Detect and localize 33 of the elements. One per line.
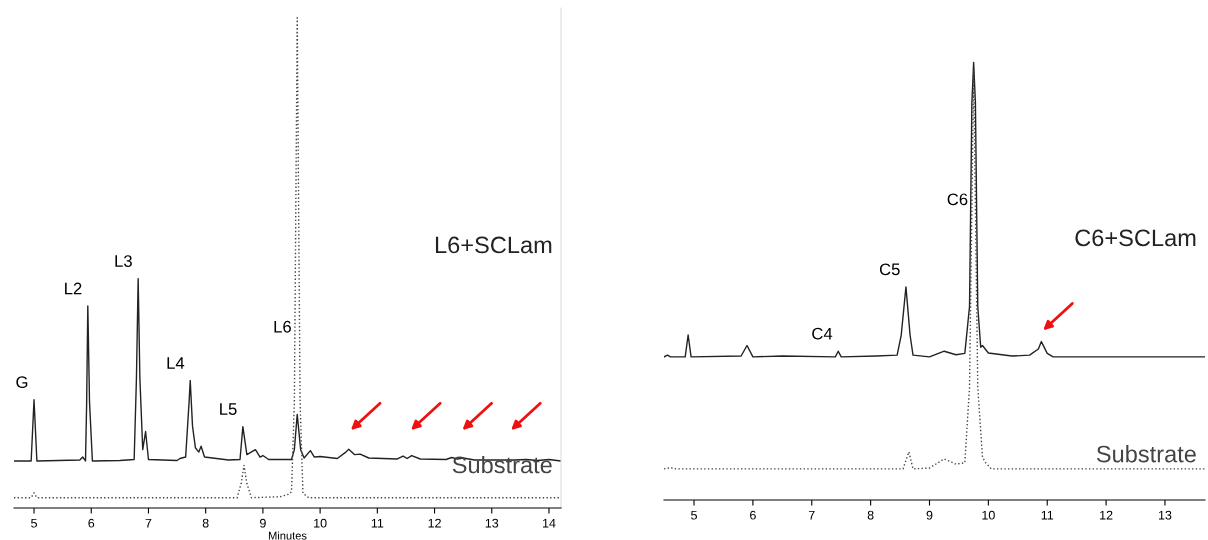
x-tick-label: 9 (260, 518, 266, 528)
x-tick-label: 6 (88, 518, 95, 528)
x-tick-label: 5 (691, 510, 697, 520)
x-tick-label: 14 (542, 518, 556, 528)
x-tick-label: 8 (202, 518, 209, 528)
x-tick-label: 11 (371, 518, 384, 528)
series-label: Substrate (452, 455, 552, 474)
x-tick-label: 6 (750, 510, 756, 520)
annotation: L5 (220, 403, 237, 415)
annotation: L4 (167, 357, 185, 369)
annotation: C4 (812, 327, 833, 340)
x-tick-label: 9 (926, 510, 933, 520)
x-tick-label: 10 (314, 518, 327, 528)
series-label: Substrate (1096, 445, 1196, 463)
x-tick-label: 8 (867, 510, 874, 520)
x-tick-label: 5 (31, 518, 37, 528)
x-tick-label: 10 (982, 510, 995, 520)
text: C6+SCLam (1075, 229, 1196, 247)
x-tick-label: 11 (1041, 510, 1054, 520)
annotation: L3 (115, 255, 132, 267)
x-tick-label: 13 (1158, 510, 1172, 520)
x-tick-label: 12 (428, 518, 441, 528)
annotation: G (16, 376, 28, 389)
annotation: C6 (947, 193, 968, 206)
annotation: L6 (274, 320, 291, 333)
text: L6+SCLam (435, 236, 552, 254)
x-tick-label: 7 (145, 518, 152, 528)
x-tick-label: 13 (485, 518, 499, 528)
annotation: C5 (879, 263, 900, 276)
x-axis-title: Minutes (268, 531, 307, 540)
annotation: L2 (65, 282, 82, 295)
x-tick-label: 12 (1100, 510, 1113, 520)
x-tick-label: 7 (808, 510, 815, 520)
